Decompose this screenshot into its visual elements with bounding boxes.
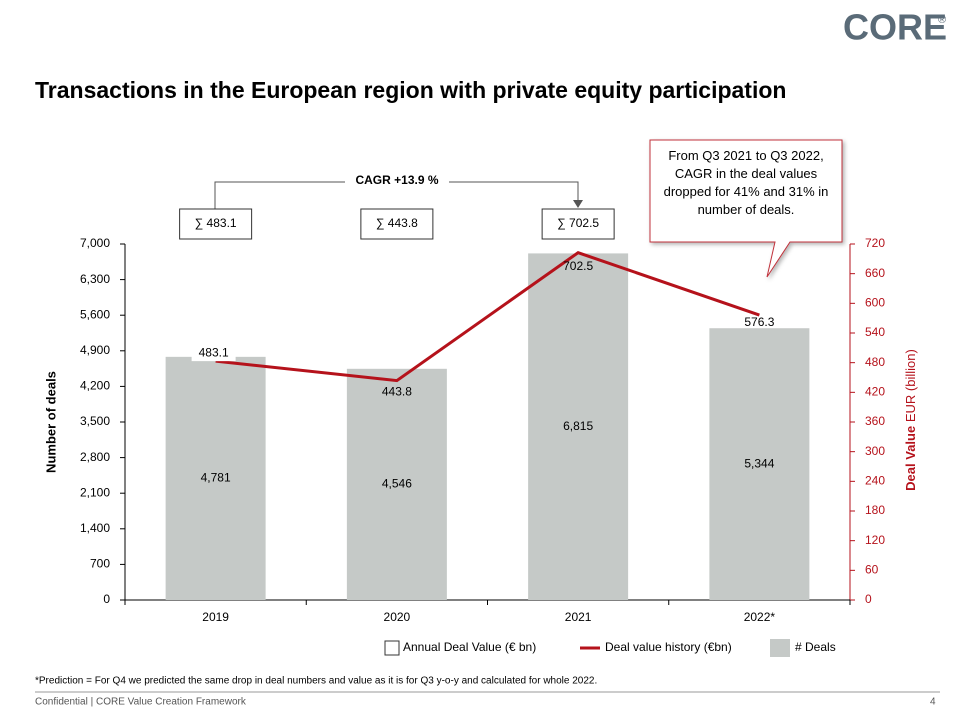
- bar: [709, 328, 810, 600]
- y-axis-label: Number of deals: [43, 371, 58, 473]
- y2-tick-label: 660: [865, 266, 885, 280]
- bar-label: 4,781: [201, 471, 231, 485]
- callout-text: From Q3 2021 to Q3 2022, CAGR in the dea…: [663, 148, 829, 217]
- cagr-label: CAGR +13.9 %: [355, 173, 438, 187]
- x-tick-label: 2020: [384, 610, 411, 624]
- y2-label-bold: Deal Value: [903, 426, 918, 491]
- y-tick-label: 2,100: [80, 485, 110, 499]
- y2-tick-label: 360: [865, 414, 885, 428]
- sum-label: ∑ 443.8: [376, 216, 418, 230]
- y-tick-label: 2,800: [80, 450, 110, 464]
- y2-tick-label: 300: [865, 444, 885, 458]
- sum-box: [541, 208, 615, 240]
- y-tick-label: 7,000: [80, 236, 110, 250]
- y2-tick-label: 0: [865, 592, 872, 606]
- y-tick-label: 6,300: [80, 272, 110, 286]
- y-tick-label: 3,500: [80, 414, 110, 428]
- bar: [528, 253, 629, 600]
- logo-mark: ®: [938, 14, 946, 26]
- x-tick-label: 2022*: [744, 610, 776, 624]
- y-tick-label: 5,600: [80, 307, 110, 321]
- cagr-arrow: [573, 200, 583, 208]
- legend-label: # Deals: [795, 640, 836, 654]
- y2-tick-label: 480: [865, 355, 885, 369]
- y-tick-label: 4,900: [80, 343, 110, 357]
- bar-label: 6,815: [563, 419, 593, 433]
- y2-tick-label: 420: [865, 385, 885, 399]
- legend-swatch: [770, 639, 790, 657]
- legend-swatch: [384, 640, 400, 656]
- logo: CORE: [843, 7, 947, 48]
- y-tick-label: 0: [103, 592, 110, 606]
- x-tick-label: 2021: [565, 610, 592, 624]
- y-tick-label: 700: [90, 557, 110, 571]
- line-label: 443.8: [382, 385, 412, 399]
- y2-tick-label: 720: [865, 236, 885, 250]
- bar-label: 5,344: [744, 456, 774, 470]
- y-tick-label: 1,400: [80, 521, 110, 535]
- sum-label: ∑ 483.1: [195, 216, 237, 230]
- y2-tick-label: 120: [865, 533, 885, 547]
- page-number: 4: [930, 697, 936, 708]
- sum-box: [360, 208, 434, 240]
- y2-axis-label: Deal Value EUR (billion): [903, 349, 918, 491]
- callout-box: [649, 139, 843, 278]
- y2-label-rest: EUR (billion): [903, 349, 918, 422]
- y2-tick-label: 60: [865, 563, 879, 577]
- line: [215, 250, 760, 383]
- footer: Confidential | CORE Value Creation Frame…: [35, 697, 247, 708]
- legend-label: Deal value history (€bn): [605, 640, 732, 654]
- footnote: *Prediction = For Q4 we predicted the sa…: [35, 676, 597, 687]
- bar: [165, 356, 266, 600]
- slide-title: Transactions in the European region with…: [35, 77, 786, 103]
- y2-tick-label: 540: [865, 325, 885, 339]
- legend-label: Annual Deal Value (€ bn): [403, 640, 536, 654]
- sum-box: [179, 208, 253, 240]
- cagr-bg: [345, 172, 449, 190]
- x-tick-label: 2019: [202, 610, 229, 624]
- sum-label: ∑ 702.5: [557, 216, 599, 230]
- y2-tick-label: 240: [865, 474, 885, 488]
- value-label-bg: [191, 345, 236, 362]
- y2-tick-label: 180: [865, 503, 885, 517]
- line-label: 702.5: [563, 259, 593, 273]
- line-label: 483.1: [199, 345, 229, 359]
- y-tick-label: 4,200: [80, 379, 110, 393]
- bar-label: 4,546: [382, 477, 412, 491]
- y2-tick-label: 600: [865, 296, 885, 310]
- line-label: 576.3: [744, 315, 774, 329]
- bar: [346, 368, 447, 600]
